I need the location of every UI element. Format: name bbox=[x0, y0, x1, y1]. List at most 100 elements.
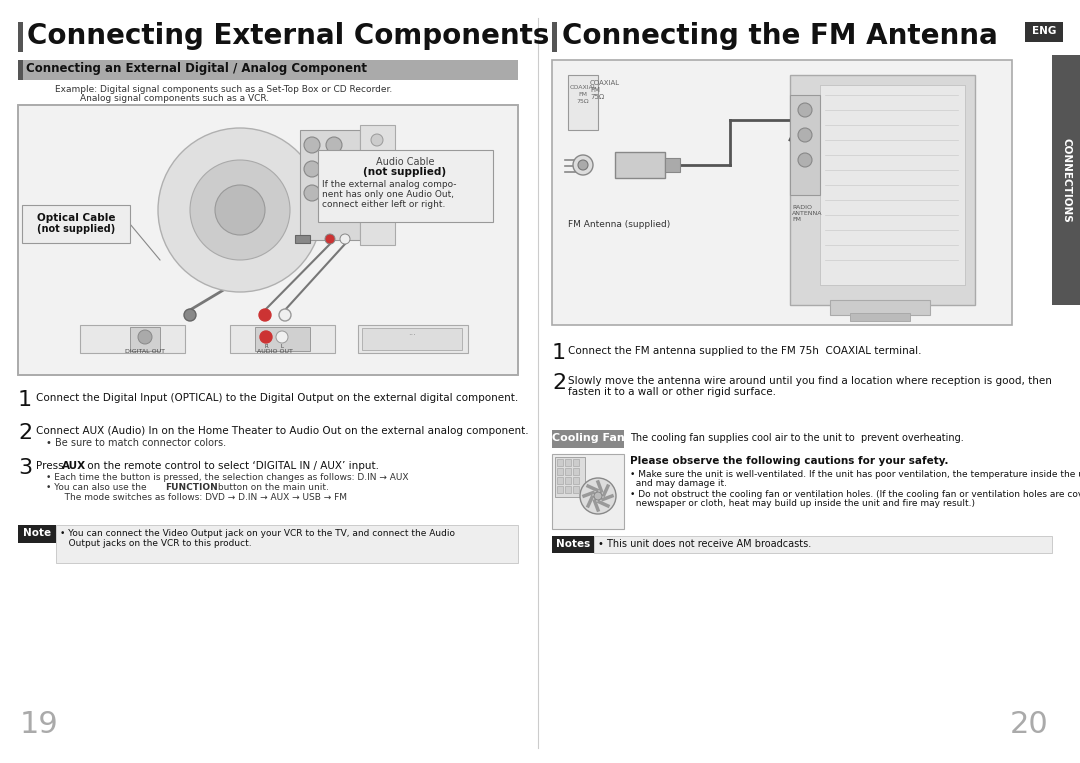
Circle shape bbox=[798, 103, 812, 117]
Text: CONNECTIONS: CONNECTIONS bbox=[1061, 137, 1071, 222]
Bar bbox=[56, 525, 518, 563]
Bar bbox=[557, 468, 563, 475]
Text: Connecting the FM Antenna: Connecting the FM Antenna bbox=[562, 22, 998, 50]
Text: (not supplied): (not supplied) bbox=[364, 167, 446, 177]
Text: connect either left or right.: connect either left or right. bbox=[322, 200, 445, 209]
Bar bbox=[300, 130, 360, 240]
Text: nent has only one Audio Out,: nent has only one Audio Out, bbox=[322, 190, 454, 199]
Text: The cooling fan supplies cool air to the unit to  prevent overheating.: The cooling fan supplies cool air to the… bbox=[630, 433, 963, 443]
Text: • You can connect the Video Output jack on your VCR to the TV, and connect the A: • You can connect the Video Output jack … bbox=[60, 529, 455, 549]
Text: • Be sure to match connector colors.: • Be sure to match connector colors. bbox=[46, 438, 226, 448]
Bar bbox=[557, 459, 563, 466]
Text: 75Ω: 75Ω bbox=[577, 99, 590, 104]
Bar bbox=[831, 300, 930, 315]
Bar bbox=[573, 486, 579, 493]
Bar bbox=[18, 60, 23, 80]
Circle shape bbox=[325, 234, 335, 244]
Circle shape bbox=[372, 156, 383, 168]
Circle shape bbox=[279, 309, 291, 321]
Text: DIGITAL OUT: DIGITAL OUT bbox=[125, 349, 165, 354]
Text: Connect the FM antenna supplied to the FM 75h  COAXIAL terminal.: Connect the FM antenna supplied to the F… bbox=[568, 346, 921, 356]
Text: button on the main unit.: button on the main unit. bbox=[215, 483, 329, 492]
Text: COAXIAL: COAXIAL bbox=[569, 85, 596, 90]
Text: • You can also use the: • You can also use the bbox=[46, 483, 149, 492]
Text: Example: Digital signal components such as a Set-Top Box or CD Recorder.: Example: Digital signal components such … bbox=[55, 85, 392, 94]
Text: 75Ω: 75Ω bbox=[590, 94, 604, 100]
Bar bbox=[565, 459, 571, 466]
Text: RADIO
ANTENNA
FM: RADIO ANTENNA FM bbox=[792, 205, 823, 221]
Text: FUNCTION: FUNCTION bbox=[165, 483, 218, 492]
Text: • This unit does not receive AM broadcasts.: • This unit does not receive AM broadcas… bbox=[598, 539, 811, 549]
Text: AUX: AUX bbox=[62, 461, 86, 471]
Bar bbox=[850, 313, 910, 321]
Circle shape bbox=[190, 160, 291, 260]
Text: FM: FM bbox=[590, 87, 600, 93]
Text: Press: Press bbox=[36, 461, 67, 471]
Circle shape bbox=[303, 137, 320, 153]
Bar bbox=[565, 468, 571, 475]
Circle shape bbox=[184, 309, 195, 321]
Text: 3: 3 bbox=[18, 458, 32, 478]
Text: R: R bbox=[265, 344, 268, 349]
Bar bbox=[555, 457, 585, 497]
Text: L: L bbox=[281, 344, 283, 349]
Bar bbox=[1052, 55, 1080, 305]
Text: newspaper or cloth, heat may build up inside the unit and fire may result.): newspaper or cloth, heat may build up in… bbox=[630, 499, 975, 508]
Text: Please observe the following cautions for your safety.: Please observe the following cautions fo… bbox=[630, 456, 948, 466]
Bar bbox=[255, 327, 310, 351]
Circle shape bbox=[158, 128, 322, 292]
Bar bbox=[357, 325, 468, 353]
Circle shape bbox=[372, 178, 383, 190]
Bar bbox=[18, 525, 56, 543]
Circle shape bbox=[578, 160, 588, 170]
Bar bbox=[557, 486, 563, 493]
Text: Notes: Notes bbox=[556, 539, 590, 549]
Bar bbox=[552, 60, 1012, 325]
Bar bbox=[360, 125, 395, 245]
Text: Connecting an External Digital / Analog Component: Connecting an External Digital / Analog … bbox=[26, 62, 367, 75]
Circle shape bbox=[573, 155, 593, 175]
Text: 20: 20 bbox=[1009, 710, 1048, 739]
Bar bbox=[615, 152, 665, 178]
Text: If the external analog compo-: If the external analog compo- bbox=[322, 180, 457, 189]
Bar bbox=[552, 536, 594, 553]
Circle shape bbox=[798, 128, 812, 142]
Circle shape bbox=[372, 200, 383, 212]
Bar bbox=[573, 477, 579, 484]
Text: The mode switches as follows: DVD → D.IN → AUX → USB → FM: The mode switches as follows: DVD → D.IN… bbox=[56, 493, 347, 502]
Text: FM: FM bbox=[579, 92, 588, 97]
Text: • Do not obstruct the cooling fan or ventilation holes. (If the cooling fan or v: • Do not obstruct the cooling fan or ven… bbox=[630, 490, 1080, 499]
Circle shape bbox=[326, 161, 342, 177]
Text: Slowly move the antenna wire around until you find a location where reception is: Slowly move the antenna wire around unti… bbox=[568, 376, 1052, 386]
Text: AUDIO OUT: AUDIO OUT bbox=[257, 349, 293, 354]
Circle shape bbox=[594, 492, 602, 500]
Text: Optical Cable: Optical Cable bbox=[37, 213, 116, 223]
Text: Audio Cable: Audio Cable bbox=[376, 157, 434, 167]
Bar bbox=[18, 105, 518, 375]
Circle shape bbox=[372, 134, 383, 146]
Text: Connect the Digital Input (OPTICAL) to the Digital Output on the external digita: Connect the Digital Input (OPTICAL) to t… bbox=[36, 393, 518, 403]
Circle shape bbox=[259, 309, 271, 321]
Text: ···: ··· bbox=[408, 331, 416, 340]
Text: ENG: ENG bbox=[1031, 26, 1056, 36]
Bar bbox=[568, 75, 598, 130]
Text: 2: 2 bbox=[552, 373, 566, 393]
Circle shape bbox=[276, 331, 288, 343]
Circle shape bbox=[138, 330, 152, 344]
Bar bbox=[295, 235, 310, 243]
Circle shape bbox=[326, 185, 342, 201]
Text: Analog signal components such as a VCR.: Analog signal components such as a VCR. bbox=[80, 94, 269, 103]
Text: fasten it to a wall or other rigid surface.: fasten it to a wall or other rigid surfa… bbox=[568, 387, 777, 397]
Text: • Each time the button is pressed, the selection changes as follows: D.IN → AUX: • Each time the button is pressed, the s… bbox=[46, 473, 408, 482]
Bar bbox=[230, 325, 335, 353]
Bar bbox=[789, 75, 975, 305]
Text: Connect AUX (Audio) In on the Home Theater to Audio Out on the external analog c: Connect AUX (Audio) In on the Home Theat… bbox=[36, 426, 528, 436]
Bar bbox=[552, 22, 557, 52]
Bar bbox=[18, 22, 23, 52]
Text: • Make sure the unit is well-ventilated. If the unit has poor ventilation, the t: • Make sure the unit is well-ventilated.… bbox=[630, 470, 1080, 479]
Text: FM Antenna (supplied): FM Antenna (supplied) bbox=[568, 220, 671, 229]
Circle shape bbox=[798, 153, 812, 167]
Bar bbox=[665, 158, 680, 172]
Bar bbox=[22, 205, 130, 243]
Circle shape bbox=[303, 161, 320, 177]
